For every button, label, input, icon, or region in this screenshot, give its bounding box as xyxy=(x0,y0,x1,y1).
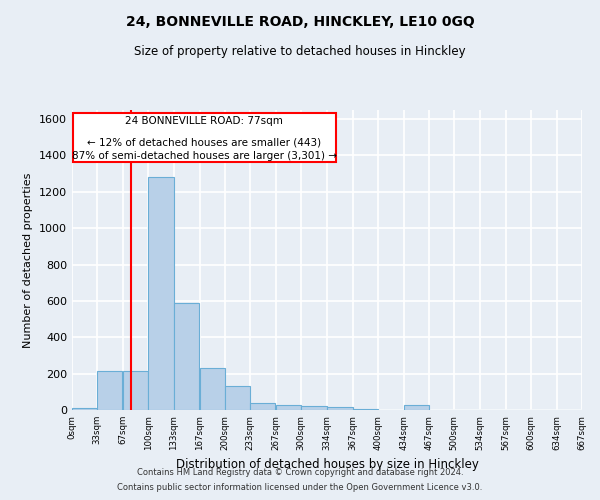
Bar xyxy=(97,371,122,410)
X-axis label: Distribution of detached houses by size in Hinckley: Distribution of detached houses by size … xyxy=(176,458,478,471)
Bar xyxy=(328,408,353,410)
Bar xyxy=(123,371,148,410)
Bar xyxy=(276,406,301,410)
Bar xyxy=(173,302,199,410)
Text: Size of property relative to detached houses in Hinckley: Size of property relative to detached ho… xyxy=(134,45,466,58)
Bar xyxy=(148,178,173,410)
Text: 24 BONNEVILLE ROAD: 77sqm: 24 BONNEVILLE ROAD: 77sqm xyxy=(125,116,283,126)
Bar xyxy=(301,406,326,410)
Y-axis label: Number of detached properties: Number of detached properties xyxy=(23,172,34,348)
Text: Contains public sector information licensed under the Open Government Licence v3: Contains public sector information licen… xyxy=(118,483,482,492)
Bar xyxy=(250,402,275,410)
Bar xyxy=(72,408,97,410)
Bar xyxy=(404,406,429,410)
Text: Contains HM Land Registry data © Crown copyright and database right 2024.: Contains HM Land Registry data © Crown c… xyxy=(137,468,463,477)
Bar xyxy=(200,368,225,410)
Bar xyxy=(225,386,250,410)
Text: 24, BONNEVILLE ROAD, HINCKLEY, LE10 0GQ: 24, BONNEVILLE ROAD, HINCKLEY, LE10 0GQ xyxy=(125,15,475,29)
Text: 87% of semi-detached houses are larger (3,301) →: 87% of semi-detached houses are larger (… xyxy=(72,152,337,162)
Bar xyxy=(353,409,378,410)
FancyBboxPatch shape xyxy=(73,112,336,162)
Text: ← 12% of detached houses are smaller (443): ← 12% of detached houses are smaller (44… xyxy=(87,138,322,147)
